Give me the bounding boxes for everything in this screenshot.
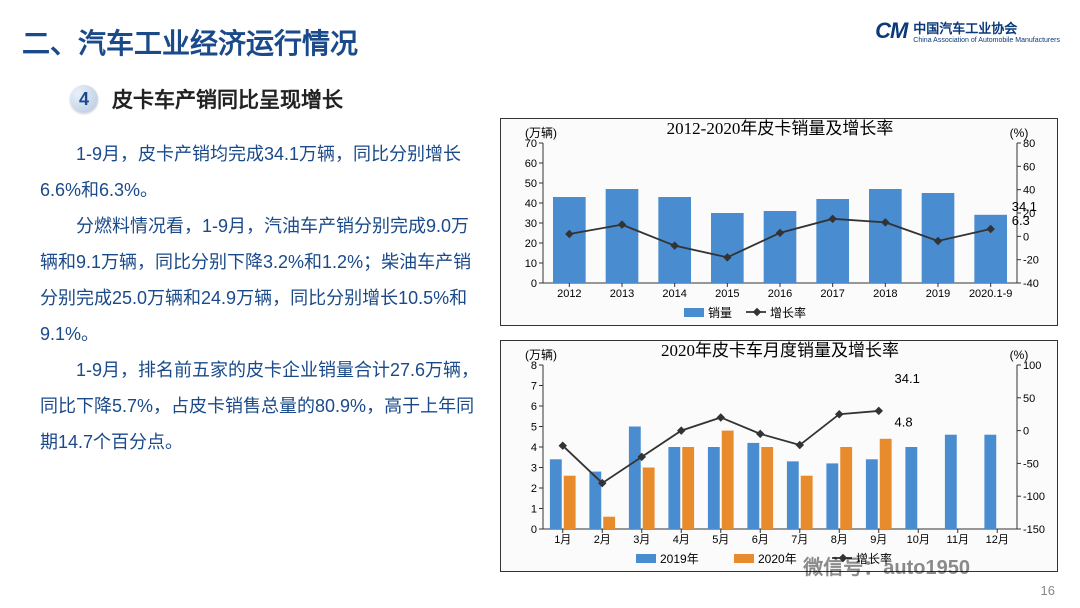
svg-text:-50: -50 xyxy=(1023,458,1039,470)
svg-text:10月: 10月 xyxy=(907,534,930,546)
paragraph-2: 分燃料情况看，1-9月，汽油车产销分别完成9.0万辆和9.1万辆，同比分别下降3… xyxy=(40,208,480,352)
svg-text:2016: 2016 xyxy=(768,288,792,300)
svg-text:34.1: 34.1 xyxy=(1012,199,1037,214)
page-number: 16 xyxy=(1041,583,1055,598)
chart-monthly-svg: 2020年皮卡车月度销量及增长率(万辆)(%)012345678-150-100… xyxy=(501,341,1059,573)
chart-annual: 2012-2020年皮卡销量及增长率(万辆)(%)010203040506070… xyxy=(500,118,1058,326)
svg-text:50: 50 xyxy=(525,178,537,190)
svg-text:2014: 2014 xyxy=(662,288,686,300)
svg-text:50: 50 xyxy=(1023,393,1035,405)
svg-text:100: 100 xyxy=(1023,360,1041,372)
svg-text:6.3: 6.3 xyxy=(1012,213,1030,228)
svg-text:12月: 12月 xyxy=(986,534,1009,546)
svg-text:2月: 2月 xyxy=(594,534,611,546)
svg-text:2: 2 xyxy=(531,483,537,495)
svg-text:8: 8 xyxy=(531,360,537,372)
subtitle-number-badge: 4 xyxy=(70,85,98,113)
chart-annual-svg: 2012-2020年皮卡销量及增长率(万辆)(%)010203040506070… xyxy=(501,119,1059,327)
subtitle-text: 皮卡车产销同比呈现增长 xyxy=(112,84,343,114)
svg-text:2019: 2019 xyxy=(926,288,950,300)
svg-text:2012-2020年皮卡销量及增长率: 2012-2020年皮卡销量及增长率 xyxy=(667,119,894,138)
svg-text:10: 10 xyxy=(525,258,537,270)
svg-text:4月: 4月 xyxy=(673,534,690,546)
paragraph-3: 1-9月，排名前五家的皮卡企业销量合计27.6万辆，同比下降5.7%，占皮卡销售… xyxy=(40,352,480,460)
svg-text:1: 1 xyxy=(531,504,537,516)
svg-text:2013: 2013 xyxy=(610,288,634,300)
svg-text:2015: 2015 xyxy=(715,288,739,300)
paragraph-1: 1-9月，皮卡产销均完成34.1万辆，同比分别增长6.6%和6.3%。 xyxy=(40,136,480,208)
svg-text:3: 3 xyxy=(531,463,537,475)
svg-text:34.1: 34.1 xyxy=(895,371,920,386)
svg-text:增长率: 增长率 xyxy=(770,305,806,320)
svg-text:2020年皮卡车月度销量及增长率: 2020年皮卡车月度销量及增长率 xyxy=(661,341,899,360)
body-text: 1-9月，皮卡产销均完成34.1万辆，同比分别增长6.6%和6.3%。 分燃料情… xyxy=(40,136,480,460)
svg-text:2020.1-9: 2020.1-9 xyxy=(969,288,1012,300)
svg-text:0: 0 xyxy=(1023,231,1029,243)
svg-text:-100: -100 xyxy=(1023,491,1045,503)
svg-text:5: 5 xyxy=(531,422,537,434)
svg-text:70: 70 xyxy=(525,138,537,150)
svg-text:(万辆): (万辆) xyxy=(525,348,557,362)
svg-text:7月: 7月 xyxy=(791,534,808,546)
org-logo: CM 中国汽车工业协会 China Association of Automob… xyxy=(875,18,1060,44)
svg-text:40: 40 xyxy=(1023,185,1035,197)
svg-text:6月: 6月 xyxy=(752,534,769,546)
svg-text:2017: 2017 xyxy=(820,288,844,300)
subtitle-row: 4 皮卡车产销同比呈现增长 xyxy=(70,84,343,114)
svg-text:0: 0 xyxy=(531,524,537,536)
svg-text:-40: -40 xyxy=(1023,278,1039,290)
svg-text:增长率: 增长率 xyxy=(856,551,892,566)
svg-text:8月: 8月 xyxy=(831,534,848,546)
svg-text:40: 40 xyxy=(525,198,537,210)
svg-text:2018: 2018 xyxy=(873,288,897,300)
svg-text:4: 4 xyxy=(531,442,537,454)
svg-text:2020年: 2020年 xyxy=(758,552,797,566)
svg-text:60: 60 xyxy=(525,158,537,170)
svg-text:4.8: 4.8 xyxy=(895,415,913,430)
svg-text:5月: 5月 xyxy=(712,534,729,546)
svg-text:20: 20 xyxy=(525,238,537,250)
logo-en: China Association of Automobile Manufact… xyxy=(913,37,1060,44)
svg-text:销量: 销量 xyxy=(708,306,732,320)
chart-monthly: 2020年皮卡车月度销量及增长率(万辆)(%)012345678-150-100… xyxy=(500,340,1058,572)
logo-mark: CM xyxy=(875,18,907,44)
svg-text:9月: 9月 xyxy=(870,534,887,546)
svg-text:-150: -150 xyxy=(1023,524,1045,536)
svg-text:2012: 2012 xyxy=(557,288,581,300)
svg-text:60: 60 xyxy=(1023,161,1035,173)
svg-text:7: 7 xyxy=(531,381,537,393)
svg-text:11月: 11月 xyxy=(947,534,969,546)
svg-text:0: 0 xyxy=(531,278,537,290)
svg-text:3月: 3月 xyxy=(633,534,650,546)
svg-text:-20: -20 xyxy=(1023,255,1039,267)
svg-text:30: 30 xyxy=(525,218,537,230)
svg-text:80: 80 xyxy=(1023,138,1035,150)
svg-text:0: 0 xyxy=(1023,426,1029,438)
svg-text:2019年: 2019年 xyxy=(660,552,699,566)
section-title: 二、汽车工业经济运行情况 xyxy=(22,22,358,62)
svg-text:1月: 1月 xyxy=(554,534,571,546)
svg-text:6: 6 xyxy=(531,401,537,413)
logo-cn: 中国汽车工业协会 xyxy=(913,18,1060,37)
